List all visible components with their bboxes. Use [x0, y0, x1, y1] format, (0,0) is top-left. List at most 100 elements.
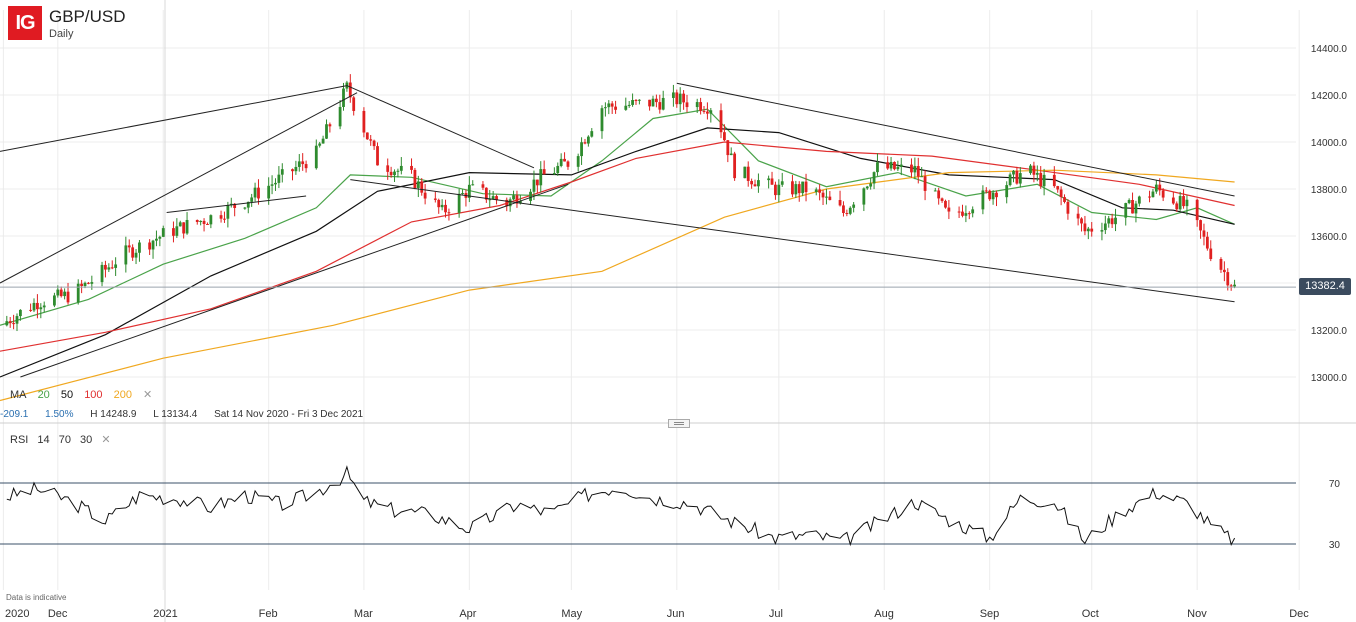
candle-body [178, 222, 182, 227]
candle-body [842, 205, 845, 214]
rsi-remove-icon[interactable]: ✕ [101, 434, 111, 446]
candle-body [318, 143, 322, 146]
candle-body [512, 195, 515, 200]
candle-body [991, 192, 995, 200]
ig-logo: IG [8, 6, 42, 40]
candle-body [1158, 184, 1162, 191]
price-stats: -209.1 1.50% H 14248.9 L 13134.4 Sat 14 … [0, 409, 377, 420]
candle-body [202, 220, 206, 224]
candle-body [444, 204, 447, 213]
rsi-upper[interactable]: 70 [58, 434, 71, 446]
candle-body [767, 178, 771, 181]
candle-body [852, 204, 856, 208]
candle-body [1195, 199, 1199, 221]
ma-20-label[interactable]: 20 [37, 389, 50, 401]
rsi-lower[interactable]: 30 [80, 434, 93, 446]
candle-body [1035, 172, 1039, 175]
stat-change: -209.1 [0, 409, 29, 420]
trendline [20, 183, 569, 378]
candle-body [104, 264, 107, 270]
candle-body [753, 184, 757, 187]
candle-body [352, 97, 356, 111]
candle-body [1100, 230, 1104, 232]
candle-body [12, 323, 16, 325]
candle-body [508, 199, 512, 207]
candle-body [42, 305, 46, 308]
candle-body [90, 282, 94, 284]
candle-body [1005, 185, 1009, 198]
ma-200-label[interactable]: 200 [113, 389, 132, 401]
ma-50-label[interactable]: 50 [60, 389, 74, 401]
candle-body [774, 184, 777, 196]
candle-body [1127, 199, 1131, 204]
candle-body [1229, 285, 1233, 287]
candle-body [1209, 248, 1213, 260]
candle-body [246, 201, 250, 208]
candle-body [654, 98, 658, 103]
candle-body [297, 161, 301, 167]
candle-body [889, 161, 893, 169]
ma-label[interactable]: MA [10, 389, 27, 401]
ma-remove-icon[interactable]: ✕ [143, 389, 153, 401]
candle-body [971, 209, 975, 214]
candle-body [369, 139, 373, 141]
candle-body [342, 88, 345, 107]
candle-body [600, 108, 604, 132]
ma-100-label[interactable]: 100 [84, 389, 103, 401]
candle-body [586, 136, 590, 144]
rsi-label[interactable]: RSI [10, 434, 29, 446]
candle-body [566, 161, 570, 167]
candle-body [110, 267, 114, 269]
date-tick-label: Jun [667, 608, 685, 620]
candle-body [893, 161, 896, 170]
candle-body [1131, 199, 1134, 214]
chart-period[interactable]: Daily [49, 28, 74, 40]
candle-body [685, 102, 689, 108]
date-tick-label: Dec [1289, 608, 1309, 620]
panel-resize-handle[interactable] [668, 419, 690, 428]
candle-body [195, 219, 199, 222]
candle-body [634, 100, 638, 102]
date-tick-label: Mar [354, 608, 373, 620]
candle-body [345, 82, 349, 89]
candle-body [83, 282, 87, 287]
date-tick-label: Jul [769, 608, 783, 620]
candle-body [984, 190, 988, 192]
candle-body [947, 207, 951, 212]
ma-legend[interactable]: MA 20 50 100 200 ✕ [10, 388, 160, 401]
candle-body [661, 97, 665, 110]
trendlines [0, 82, 1235, 378]
moving-average-lines [0, 108, 1235, 402]
candle-body [19, 309, 22, 317]
candle-body [1219, 259, 1223, 270]
date-axis: 2020 Dec 2021 Feb Mar Apr May Jun Jul Aug Sep Oct No… [5, 608, 1309, 620]
candle-body [876, 162, 879, 173]
candle-body [804, 181, 808, 193]
candle-body [114, 264, 118, 268]
candle-body [695, 102, 699, 108]
candle-body [76, 283, 80, 303]
date-tick-label: 2020 [5, 608, 29, 620]
candle-body [988, 190, 992, 200]
rsi-period[interactable]: 14 [37, 434, 50, 446]
candle-body [539, 169, 543, 186]
candle-body [910, 164, 913, 173]
date-tick-label: Dec [48, 608, 68, 620]
price-tick-label: 13800.0 [1311, 185, 1348, 196]
candle-body [869, 183, 873, 187]
candle-body [1052, 174, 1056, 187]
candle-body [8, 321, 12, 324]
rsi-legend[interactable]: RSI 14 70 30 ✕ [10, 433, 117, 446]
candle-body [828, 196, 832, 201]
candle-body [505, 199, 509, 207]
instrument-name[interactable]: GBP/USD [49, 7, 126, 26]
candle-body [658, 102, 662, 110]
candle-body [899, 164, 903, 167]
candle-body [610, 103, 614, 107]
candle-body [1080, 218, 1083, 224]
date-tick-label: Apr [459, 608, 476, 620]
candle-body [372, 140, 376, 147]
date-tick-label: 2021 [153, 608, 177, 620]
